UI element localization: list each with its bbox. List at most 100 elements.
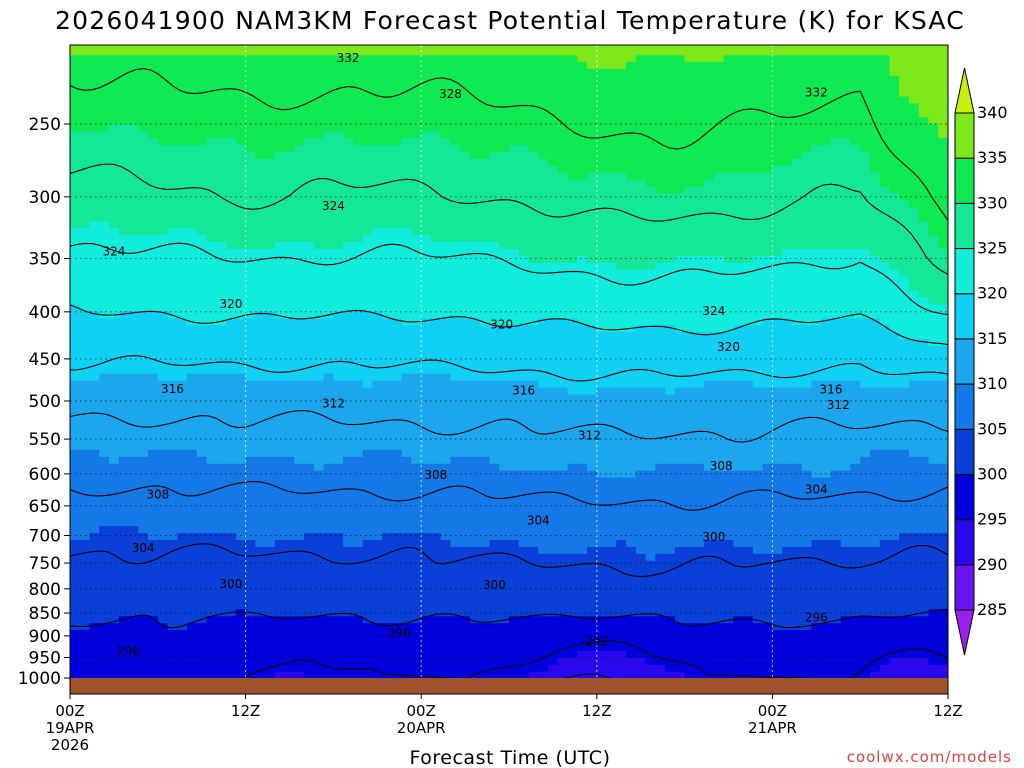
band-cell	[382, 310, 393, 319]
band-cell	[304, 511, 315, 520]
band-cell	[265, 511, 276, 520]
band-cell	[372, 483, 383, 492]
band-cell	[762, 365, 773, 374]
band-cell	[196, 663, 208, 672]
band-cell	[801, 310, 813, 319]
band-cell	[255, 531, 266, 541]
band-cell	[557, 545, 569, 554]
band-cell	[245, 580, 256, 589]
band-cell	[723, 310, 734, 319]
band-cell	[401, 455, 413, 464]
band-cell	[430, 289, 442, 298]
band-cell	[89, 621, 100, 631]
band-cell	[518, 524, 530, 534]
band-cell	[226, 393, 237, 402]
band-cell	[635, 615, 647, 624]
band-cell	[79, 455, 91, 464]
band-cell	[908, 317, 920, 326]
band-cell	[118, 538, 130, 547]
band-cell	[645, 545, 656, 554]
band-cell	[908, 552, 920, 561]
band-cell	[791, 365, 803, 374]
band-cell	[645, 414, 656, 423]
band-cell	[528, 663, 539, 672]
band-cell	[89, 670, 100, 678]
band-cell	[567, 483, 578, 492]
band-cell	[391, 303, 403, 312]
band-cell	[528, 365, 539, 374]
band-cell	[255, 587, 266, 596]
band-cell	[811, 379, 822, 388]
band-cell	[284, 531, 295, 541]
band-cell	[265, 441, 276, 450]
band-cell	[655, 386, 666, 395]
band-cell	[635, 559, 647, 568]
band-cell	[860, 559, 871, 568]
band-cell	[274, 289, 286, 298]
band-cell	[362, 427, 374, 437]
band-cell	[499, 490, 510, 499]
band-cell	[440, 330, 452, 340]
band-cell	[606, 379, 617, 388]
band-cell	[499, 476, 510, 485]
band-cell	[411, 414, 422, 423]
band-cell	[235, 656, 247, 665]
band-cell	[509, 434, 520, 443]
band-cell	[206, 317, 217, 326]
band-cell	[372, 580, 383, 589]
band-cell	[655, 566, 666, 575]
band-cell	[801, 649, 813, 658]
band-cell	[723, 448, 734, 457]
band-cell	[138, 490, 149, 499]
band-cell	[791, 670, 803, 678]
band-cell	[811, 476, 822, 485]
band-cell	[343, 531, 354, 541]
band-cell	[635, 427, 647, 437]
band-cell	[538, 580, 549, 589]
band-cell	[362, 663, 374, 672]
band-cell	[294, 351, 305, 360]
band-cell	[99, 580, 110, 589]
band-cell	[362, 323, 374, 333]
band-cell	[148, 497, 159, 506]
band-cell	[674, 303, 686, 312]
band-cell	[567, 594, 578, 603]
band-cell	[928, 393, 939, 402]
band-cell	[665, 635, 676, 644]
band-cell	[469, 407, 481, 416]
band-cell	[694, 421, 705, 430]
band-cell	[343, 386, 354, 395]
band-cell	[557, 552, 569, 561]
band-cell	[79, 303, 91, 312]
band-cell	[362, 642, 374, 651]
band-cell	[323, 337, 334, 346]
band-cell	[372, 351, 383, 360]
band-cell	[899, 656, 910, 665]
band-cell	[265, 552, 276, 561]
band-cell	[255, 386, 266, 395]
band-cell	[245, 628, 256, 638]
band-cell	[430, 476, 442, 485]
band-cell	[187, 351, 198, 360]
band-cell	[148, 531, 159, 541]
band-cell	[469, 337, 481, 346]
band-cell	[704, 490, 715, 499]
band-cell	[128, 379, 139, 388]
band-cell	[684, 434, 695, 443]
band-cell	[479, 538, 491, 547]
band-cell	[89, 587, 100, 596]
band-cell	[196, 462, 208, 471]
band-cell	[674, 594, 686, 603]
band-cell	[811, 303, 822, 312]
band-cell	[216, 400, 227, 409]
band-cell	[196, 296, 208, 305]
band-cell	[918, 407, 930, 416]
band-cell	[284, 414, 295, 423]
band-cell	[791, 538, 803, 547]
band-cell	[206, 441, 217, 450]
band-cell	[274, 635, 286, 644]
band-cell	[626, 511, 637, 520]
band-cell	[148, 421, 159, 430]
band-cell	[333, 580, 344, 589]
band-cell	[148, 337, 159, 346]
